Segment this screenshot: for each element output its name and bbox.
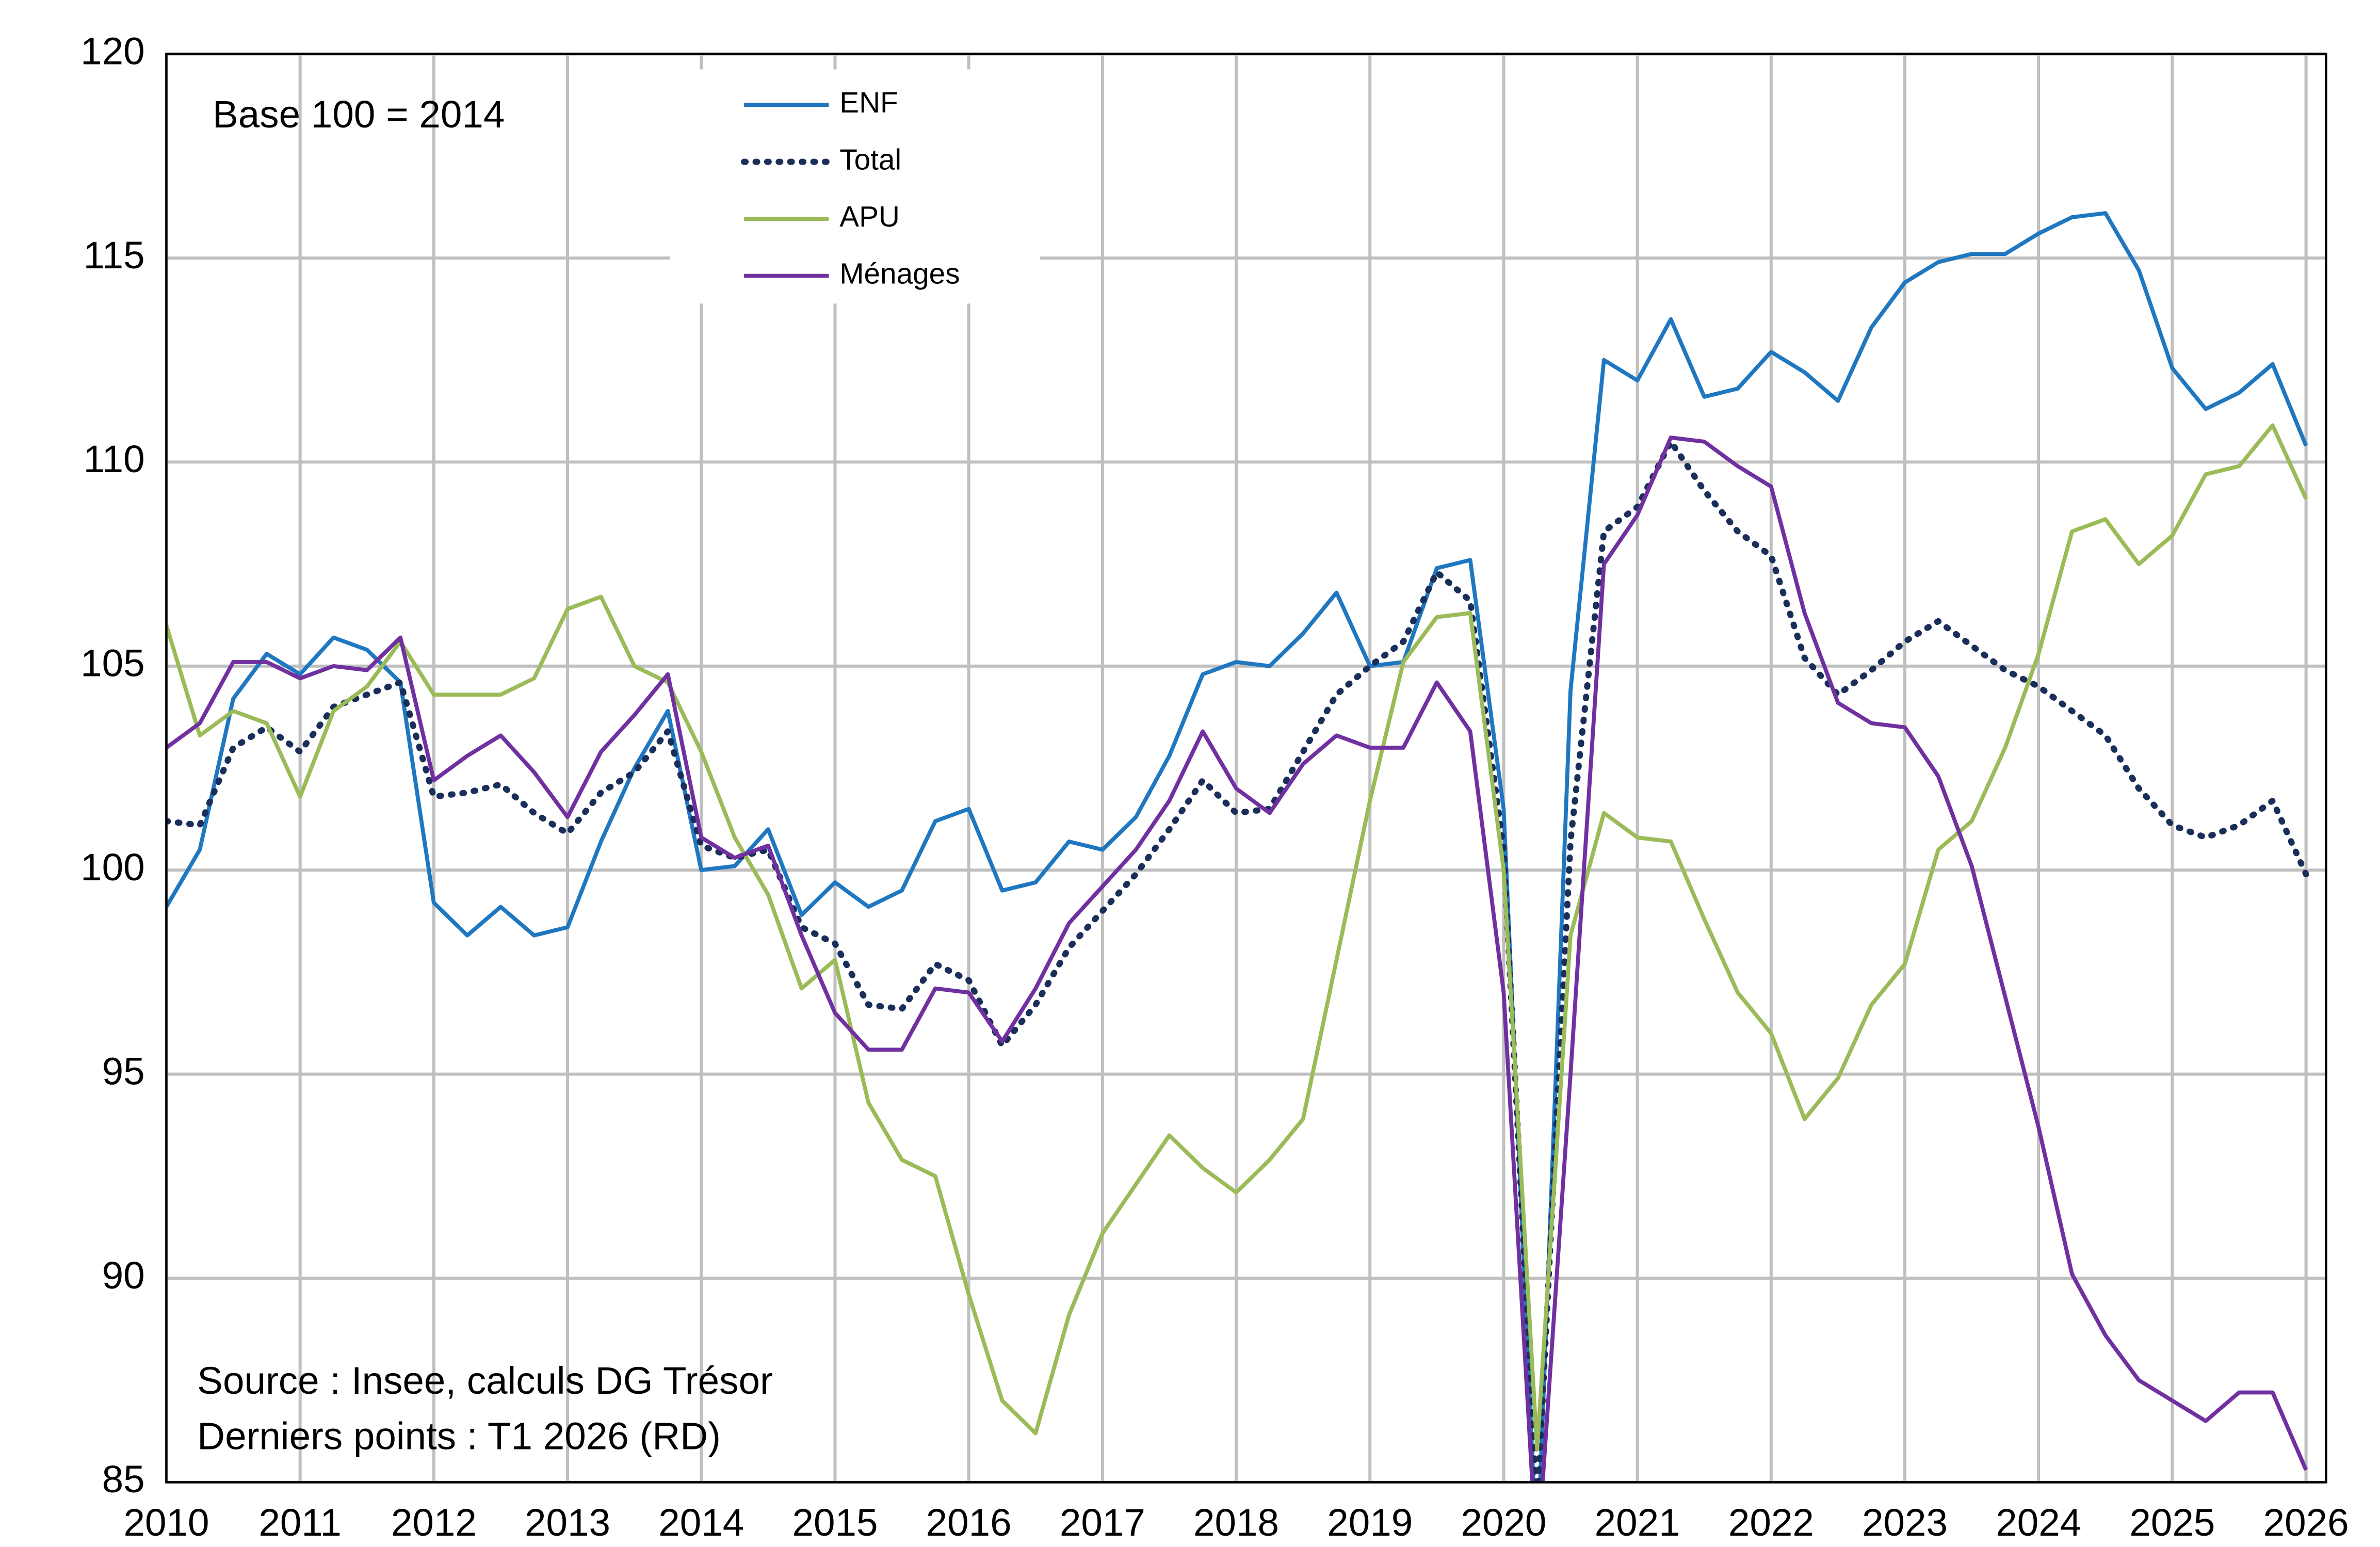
x-tick-label: 2024 [1996, 1501, 2081, 1544]
y-tick-label: 120 [80, 29, 145, 72]
y-tick-label: 100 [80, 845, 145, 889]
legend-label: Total [839, 144, 901, 176]
x-tick-label: 2014 [658, 1501, 744, 1544]
annotation: Base 100 = 2014 [213, 92, 505, 136]
x-tick-label: 2016 [926, 1501, 1012, 1544]
x-tick-label: 2018 [1193, 1501, 1279, 1544]
x-tick-label: 2023 [1862, 1501, 1948, 1544]
legend-label: ENF [839, 87, 898, 119]
x-tick-label: 2026 [2263, 1501, 2349, 1544]
x-tick-label: 2020 [1461, 1501, 1546, 1544]
annotation: Source : Insee, calculs DG Trésor [197, 1359, 773, 1402]
x-tick-label: 2025 [2129, 1501, 2215, 1544]
series-line [166, 211, 2308, 1482]
x-tick-label: 2019 [1327, 1501, 1413, 1544]
annotation: Derniers points : T1 2026 (RD) [197, 1414, 721, 1458]
x-tick-label: 2021 [1595, 1501, 1680, 1544]
ticks: 85 90 95 100 105 110 115 120 2010 2011 2012 2013 201… [80, 29, 2349, 1543]
x-tick-label: 2013 [525, 1501, 610, 1544]
y-tick-label: 110 [84, 437, 145, 480]
y-tick-label: 85 [102, 1457, 145, 1501]
series-line [166, 436, 2308, 1482]
x-tick-label: 2010 [123, 1501, 209, 1544]
y-tick-label: 105 [80, 641, 145, 685]
y-tick-label: 90 [102, 1253, 145, 1297]
grid [165, 52, 2326, 1484]
x-tick-label: 2012 [391, 1501, 477, 1544]
x-tick-label: 2017 [1060, 1501, 1145, 1544]
x-tick-label: 2022 [1728, 1501, 1814, 1544]
legend: ENF Total APU Ménages [741, 87, 960, 291]
y-tick-label: 95 [102, 1049, 145, 1092]
legend-background [670, 69, 1040, 304]
legend-label: APU [839, 201, 900, 233]
plot-frame [165, 53, 2327, 1484]
series-line [166, 438, 2309, 1482]
legend-label: Ménages [839, 258, 960, 291]
series-line [166, 423, 2308, 1452]
y-tick-label: 115 [84, 233, 145, 277]
x-tick-label: 2011 [258, 1501, 341, 1544]
lines [166, 211, 2309, 1482]
x-tick-label: 2015 [792, 1501, 878, 1544]
